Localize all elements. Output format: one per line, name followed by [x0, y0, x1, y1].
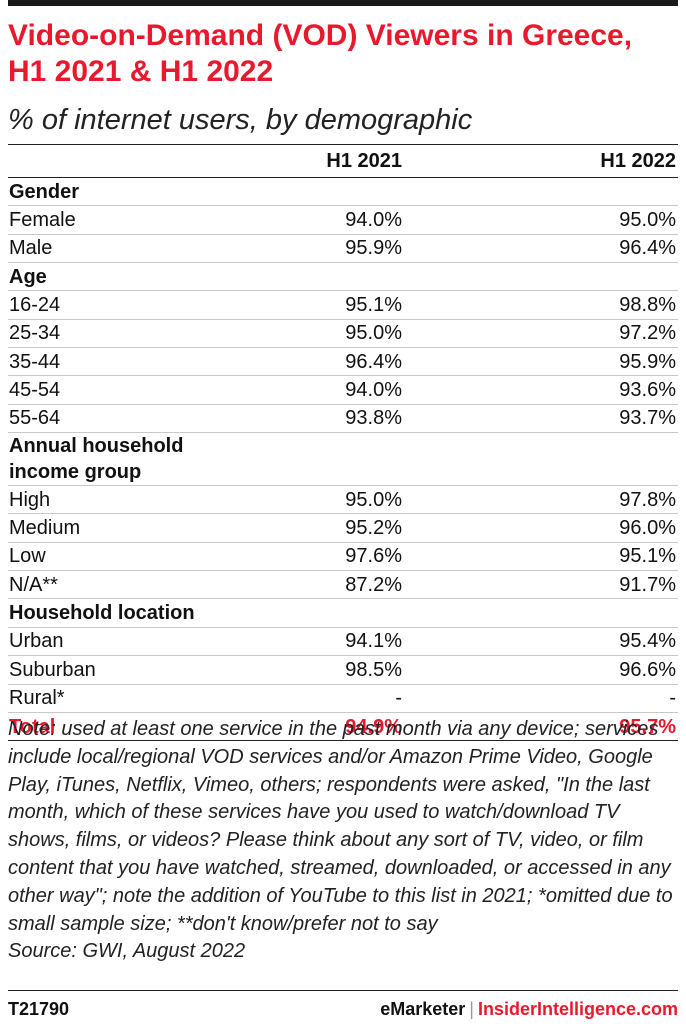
row-label: High: [9, 488, 51, 511]
value-h1-2021: 98.5%: [345, 658, 402, 681]
chart-title: Video-on-Demand (VOD) Viewers in Greece,…: [8, 19, 633, 88]
value-h1-2022: [404, 178, 678, 206]
value-h1-2022: [404, 599, 678, 627]
value-h1-2022: 98.8%: [619, 294, 676, 317]
table-row: Rural* - -: [8, 684, 678, 713]
value-h1-2021: 93.8%: [345, 407, 402, 430]
table-row: Medium 95.2% 96.0%: [8, 514, 678, 543]
row-label: 25-34: [9, 322, 61, 345]
brand-insider-intelligence: InsiderIntelligence.com: [477, 999, 678, 1019]
column-header-h1-2022: H1 2022: [600, 150, 676, 172]
row-label: 35-44: [9, 350, 61, 373]
row-label: N/A**: [9, 573, 58, 596]
value-h1-2022: 97.8%: [619, 488, 676, 511]
table-row: Low 97.6% 95.1%: [8, 542, 678, 571]
value-h1-2021: 95.9%: [345, 237, 402, 260]
note-text: Note: used at least one service in the p…: [8, 718, 673, 935]
top-rule: [8, 0, 678, 6]
value-h1-2021: [204, 263, 404, 291]
value-h1-2022: [404, 433, 678, 486]
brand: eMarketer | InsiderIntelligence.com: [380, 999, 678, 1020]
value-h1-2022: [404, 263, 678, 291]
group-header-row: Annual household income group: [8, 433, 678, 486]
table-row: 16-24 95.1% 98.8%: [8, 291, 678, 320]
row-label: Rural*: [9, 687, 65, 710]
value-h1-2022: 95.4%: [619, 630, 676, 653]
table-row: Female 94.0% 95.0%: [8, 206, 678, 235]
row-label: Total: [9, 715, 56, 738]
column-header-h1-2021: H1 2021: [326, 150, 402, 172]
value-h1-2021: 94.0%: [345, 209, 402, 232]
row-label: Urban: [9, 630, 64, 653]
chart-id: T21790: [8, 999, 70, 1019]
value-h1-2021: 87.2%: [345, 573, 402, 596]
value-h1-2022: 93.6%: [619, 379, 676, 402]
row-label: Age: [9, 265, 47, 288]
total-row: Total 94.9% 95.7%: [8, 712, 678, 741]
chart-subtitle: % of internet users, by demographic: [8, 104, 473, 136]
value-h1-2022: 96.0%: [619, 517, 676, 540]
value-h1-2022: 91.7%: [619, 573, 676, 596]
row-label: Annual household income group: [9, 435, 184, 484]
value-h1-2022: -: [669, 687, 676, 710]
group-header-row: Age: [8, 263, 678, 291]
group-header-row: Gender: [8, 178, 678, 206]
row-label: Low: [9, 545, 46, 568]
value-h1-2022: 95.0%: [619, 209, 676, 232]
brand-emarketer: eMarketer: [380, 999, 466, 1019]
value-h1-2022: 95.9%: [619, 350, 676, 373]
data-table: H1 2021 H1 2022 Gender Female 94.0% 95.0% Ma…: [8, 144, 678, 741]
footer: T21790 eMarketer | InsiderIntelligence.com: [8, 990, 678, 1024]
table-row: Male 95.9% 96.4%: [8, 234, 678, 263]
value-h1-2022: 96.4%: [619, 237, 676, 260]
value-h1-2022: 93.7%: [619, 407, 676, 430]
table-row: 45-54 94.0% 93.6%: [8, 376, 678, 405]
row-label: 55-64: [9, 407, 61, 430]
value-h1-2021: [204, 433, 404, 486]
value-h1-2021: 95.2%: [345, 517, 402, 540]
value-h1-2021: 95.1%: [345, 294, 402, 317]
value-h1-2022: 95.7%: [619, 715, 676, 738]
value-h1-2022: 96.6%: [619, 658, 676, 681]
value-h1-2022: 95.1%: [619, 545, 676, 568]
column-header-label: [8, 145, 204, 178]
table-row: Suburban 98.5% 96.6%: [8, 656, 678, 684]
table-header-row: H1 2021 H1 2022: [8, 144, 678, 178]
row-label: Medium: [9, 517, 81, 540]
value-h1-2021: 95.0%: [345, 322, 402, 345]
value-h1-2021: 94.9%: [345, 715, 402, 738]
brand-separator: |: [469, 999, 474, 1019]
row-label: 16-24: [9, 294, 61, 317]
value-h1-2021: 94.1%: [345, 630, 402, 653]
row-label: Suburban: [9, 658, 96, 681]
row-label: Female: [9, 209, 76, 232]
value-h1-2021: [204, 178, 404, 206]
row-label: Gender: [9, 180, 80, 203]
table-body: Gender Female 94.0% 95.0% Male 95.9% 96.4% Age 1…: [8, 178, 678, 741]
table-row: High 95.0% 97.8%: [8, 486, 678, 514]
group-header-row: Household location: [8, 599, 678, 628]
table-row: N/A** 87.2% 91.7%: [8, 571, 678, 599]
value-h1-2021: 96.4%: [345, 350, 402, 373]
value-h1-2022: 97.2%: [619, 322, 676, 345]
table-row: 35-44 96.4% 95.9%: [8, 348, 678, 376]
table-row: 25-34 95.0% 97.2%: [8, 319, 678, 348]
row-label: Household location: [9, 602, 195, 625]
value-h1-2021: [204, 599, 404, 627]
table-row: 55-64 93.8% 93.7%: [8, 404, 678, 433]
chart-note: Note: used at least one service in the p…: [8, 716, 678, 966]
source-text: Source: GWI, August 2022: [8, 940, 246, 963]
row-label: Male: [9, 237, 53, 260]
value-h1-2021: 95.0%: [345, 488, 402, 511]
value-h1-2021: -: [395, 687, 402, 710]
row-label: 45-54: [9, 379, 61, 402]
value-h1-2021: 94.0%: [345, 379, 402, 402]
table-row: Urban 94.1% 95.4%: [8, 627, 678, 656]
value-h1-2021: 97.6%: [345, 545, 402, 568]
